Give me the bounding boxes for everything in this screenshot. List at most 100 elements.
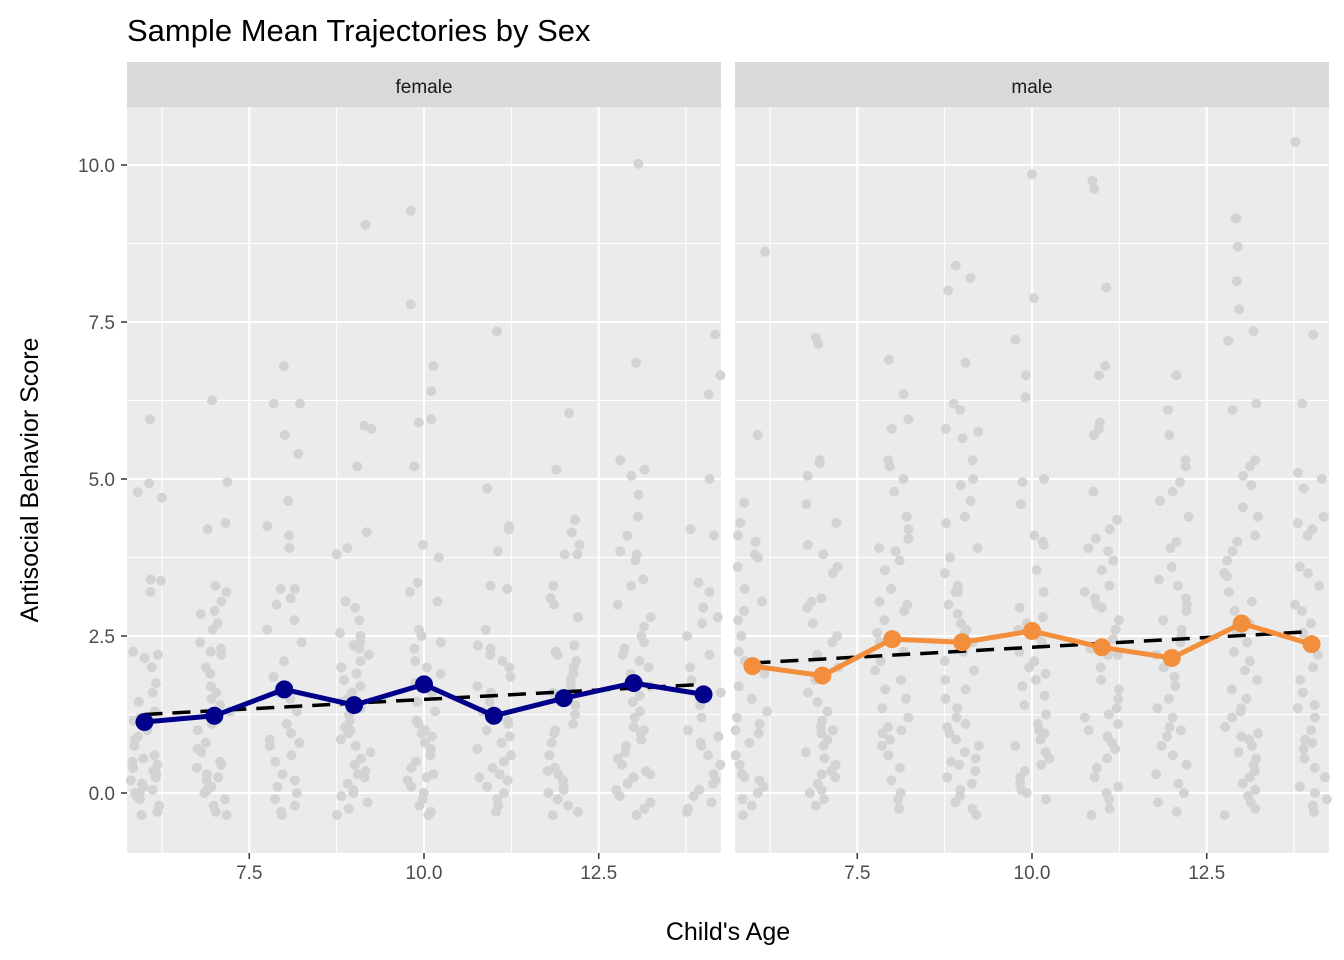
data-point [884,734,895,745]
data-point [354,643,365,654]
data-point [1089,183,1100,194]
data-point [412,577,423,588]
data-point [902,599,913,610]
data-point [758,781,769,792]
data-point [1019,700,1030,711]
data-point [570,514,580,525]
data-point [1302,530,1313,541]
data-point [818,794,829,805]
data-point [498,756,509,767]
data-point [270,756,281,767]
data-point [816,769,827,780]
data-point [1086,810,1097,820]
facet-label-female: female [395,77,452,98]
data-point [1292,703,1303,714]
data-point [264,740,275,751]
mean-point [1023,621,1041,640]
data-point [136,810,147,820]
data-point [1290,136,1301,147]
data-point [1232,536,1243,547]
data-point [810,800,821,811]
data-point [1079,712,1090,723]
data-point [1318,511,1329,522]
data-point [896,725,907,736]
data-point [139,653,150,663]
data-point [813,339,824,349]
data-point [960,357,971,368]
data-point [1237,778,1248,789]
data-point [1182,599,1192,610]
data-point [1037,637,1048,648]
data-point [132,487,143,498]
data-point [710,329,721,340]
data-point [1017,477,1028,488]
data-point [1083,543,1094,554]
data-point [945,552,956,563]
data-point [762,706,772,717]
data-point [149,750,160,761]
data-point [569,640,580,651]
data-point [1298,483,1309,494]
data-point [128,646,138,657]
data-point [548,580,559,591]
data-point [1164,430,1175,440]
data-point [503,524,514,535]
data-point [1310,788,1320,798]
data-point [712,612,723,623]
data-point [1112,514,1123,525]
data-point [1248,326,1259,337]
data-point [195,637,206,648]
data-point [423,810,434,820]
data-point [216,759,227,770]
data-point [1010,740,1021,751]
data-point [278,361,289,371]
data-point [715,687,726,698]
data-point [1110,624,1121,635]
data-point [339,675,350,685]
data-point [568,662,579,673]
data-points-male [730,136,1332,820]
data-point [950,587,961,597]
data-point [277,769,288,780]
data-point [216,649,227,660]
data-point [948,398,959,409]
data-point [960,684,971,695]
data-point [1227,404,1238,415]
data-point [192,744,203,754]
facet-panel-male: male [730,62,1332,853]
mean-point [883,630,902,649]
data-point [903,712,914,723]
data-point [697,618,708,629]
data-point [342,543,353,554]
data-point [939,656,950,667]
data-point [573,612,583,623]
data-point [1231,213,1242,224]
x-axis: 7.5 10.0 12.5 7.5 10.0 12.5 [236,853,1225,884]
data-point [145,574,156,585]
data-point [1153,797,1163,808]
data-point [1104,803,1115,814]
data-point [1309,700,1320,711]
data-point [1028,293,1039,304]
data-point [1235,706,1246,717]
data-point [710,775,721,786]
data-point [542,766,553,776]
data-point [880,684,891,695]
data-point [872,627,883,638]
data-point [271,599,282,610]
data-point [1244,772,1255,783]
data-point [404,587,415,597]
data-point [336,662,347,673]
data-point [133,696,144,707]
data-point [1163,404,1173,415]
data-point [683,725,693,736]
mean-point [484,706,503,725]
data-point [474,772,485,783]
data-point [1181,759,1192,770]
data-point [291,706,302,717]
data-point [480,624,491,635]
data-point [565,681,576,692]
data-point [759,668,770,679]
data-point [295,398,306,409]
